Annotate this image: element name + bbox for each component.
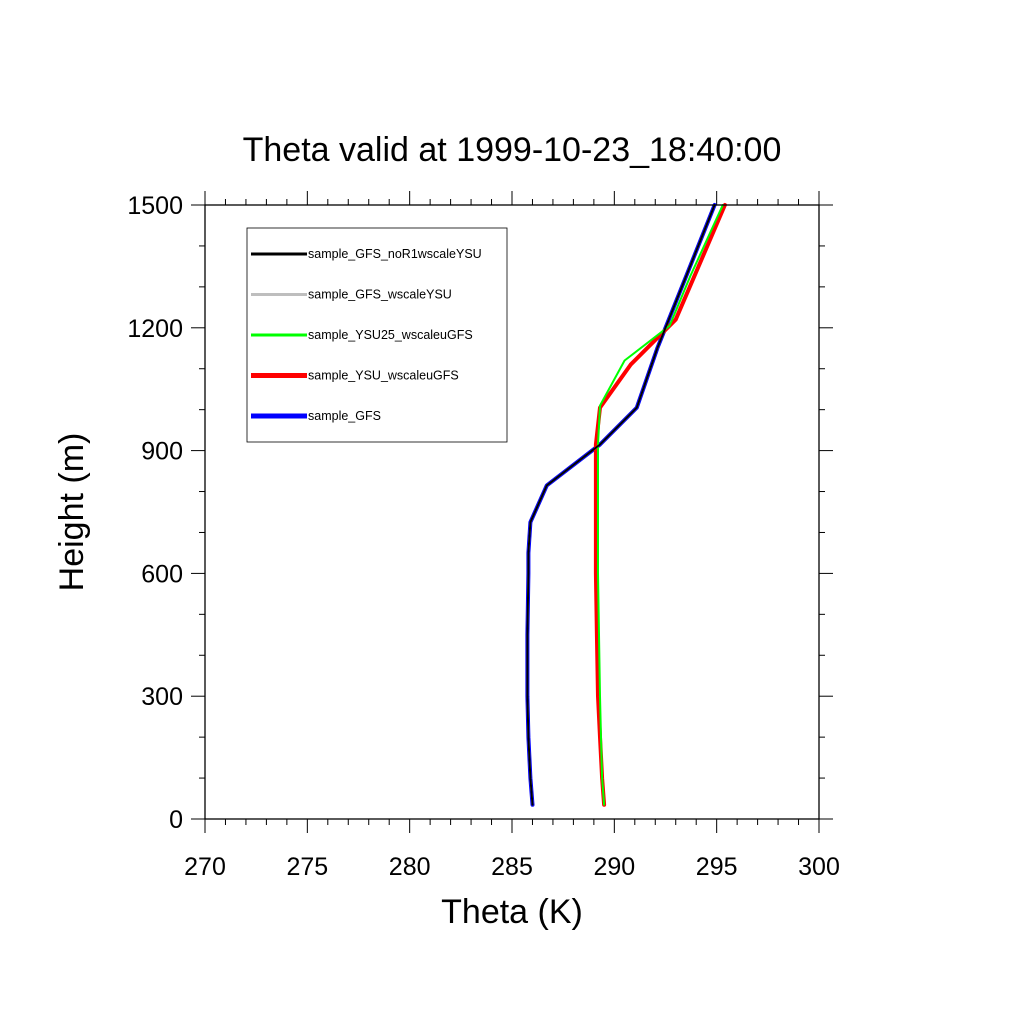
- y-tick-label: 0: [169, 806, 183, 834]
- chart-title: Theta valid at 1999-10-23_18:40:00: [243, 131, 782, 169]
- legend-label: sample_GFS_noR1wscaleYSU: [308, 247, 482, 261]
- legend-label: sample_YSU25_wscaleuGFS: [308, 328, 473, 342]
- x-tick-label: 290: [593, 853, 635, 881]
- legend: sample_GFS_noR1wscaleYSU sample_GFS_wscal…: [246, 227, 508, 443]
- legend-items: sample_GFS_noR1wscaleYSU sample_GFS_wscal…: [251, 247, 482, 423]
- y-tick-label: 1500: [127, 192, 183, 220]
- x-tick-label: 300: [798, 853, 840, 881]
- x-tick-label: 295: [696, 853, 738, 881]
- series-line-sample_YSU25_wscaleuGFS: [597, 204, 724, 806]
- y-tick-label: 600: [141, 560, 183, 588]
- series-line-sample_GFS_noR1wscaleYSU: [526, 204, 716, 806]
- series-layer: [525, 203, 727, 807]
- x-tick-label: 270: [184, 853, 226, 881]
- x-tick-label: 275: [286, 853, 328, 881]
- x-tick-label: 285: [491, 853, 533, 881]
- legend-label: sample_YSU_wscaleuGFS: [308, 369, 459, 383]
- plot-frame: [204, 204, 820, 820]
- legend-label: sample_GFS_wscaleYSU: [308, 288, 452, 302]
- y-tick-label: 900: [141, 438, 183, 466]
- y-tick-label: 300: [141, 683, 183, 711]
- x-tick-label: 280: [389, 853, 431, 881]
- x-axis-label: Theta (K): [441, 893, 583, 931]
- legend-label: sample_GFS: [308, 409, 381, 423]
- series-line-sample_YSU_wscaleuGFS: [593, 203, 727, 807]
- y-axis-label: Height (m): [53, 433, 91, 592]
- axis-ticks: [191, 191, 833, 833]
- axis-tick-labels: 270 275 280 285 290 295 300 0 300 600 900 1200 1500: [127, 192, 839, 881]
- y-tick-label: 1200: [127, 315, 183, 343]
